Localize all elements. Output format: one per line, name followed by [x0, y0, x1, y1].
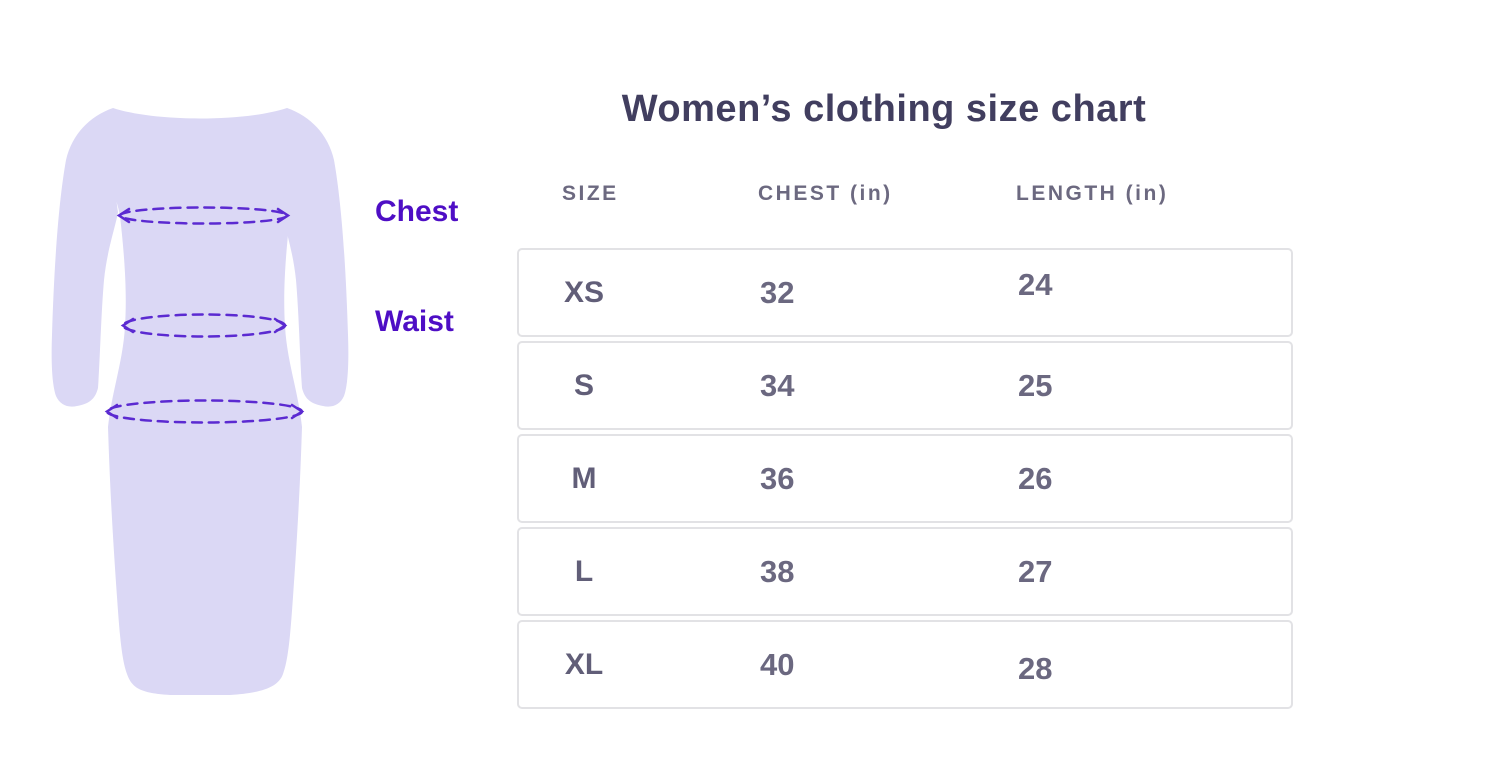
- table-row-l: L 38 27: [517, 527, 1293, 616]
- size-cell: S: [573, 368, 594, 402]
- dress-illustration: [50, 100, 350, 700]
- size-cell: XL: [564, 647, 604, 681]
- waist-label: Waist: [375, 305, 454, 338]
- chest-cell: 34: [760, 367, 795, 403]
- waist-arrow-left: [120, 317, 135, 334]
- length-cell: 25: [1018, 367, 1053, 403]
- length-cell: 27: [1018, 553, 1053, 589]
- hip-arrow-left: [104, 403, 119, 420]
- size-cell: M: [571, 461, 597, 495]
- table-header-length: LENGTH (in): [1016, 182, 1169, 205]
- measurement-lines: [104, 206, 305, 424]
- dress-svg: [51, 108, 349, 695]
- length-cell: 28: [1018, 650, 1053, 686]
- length-cell: 24: [1018, 266, 1053, 302]
- table-row-xs: XS 32 24: [517, 248, 1293, 337]
- size-cell: XS: [563, 275, 605, 309]
- table-header-chest: CHEST (in): [758, 182, 893, 205]
- size-table: XS 32 24 S 34 25 M 36 26 L 38 27 XL 40 2…: [517, 248, 1293, 713]
- chest-label: Chest: [375, 195, 459, 228]
- chest-arrow-right: [276, 207, 291, 224]
- chest-arrow-left: [116, 207, 131, 224]
- hip-measure-line: [104, 399, 305, 424]
- table-row-xl: XL 40 28: [517, 620, 1293, 709]
- waist-arrow-right: [273, 317, 288, 334]
- chest-cell: 32: [760, 274, 795, 310]
- table-header-row: SIZE CHEST (in) LENGTH (in): [517, 182, 1293, 208]
- chest-cell: 40: [760, 646, 795, 682]
- table-header-size: SIZE: [562, 182, 619, 205]
- table-row-s: S 34 25: [517, 341, 1293, 430]
- table-row-m: M 36 26: [517, 434, 1293, 523]
- length-cell: 26: [1018, 460, 1053, 496]
- chest-measure-line: [116, 206, 291, 225]
- waist-measure-line: [120, 313, 288, 338]
- chest-cell: 36: [760, 460, 795, 496]
- hip-arrow-right: [290, 403, 305, 420]
- size-cell: L: [574, 554, 594, 588]
- chest-cell: 38: [760, 553, 795, 589]
- page-title: Women’s clothing size chart: [621, 88, 1147, 130]
